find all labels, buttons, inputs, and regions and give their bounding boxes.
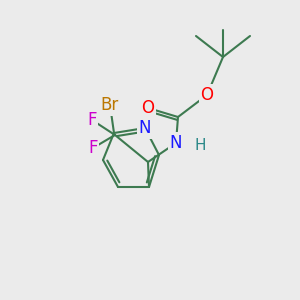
Text: Br: Br: [101, 96, 119, 114]
Text: N: N: [139, 119, 151, 137]
Text: H: H: [194, 137, 206, 152]
Text: O: O: [142, 99, 154, 117]
Text: N: N: [170, 134, 182, 152]
Text: F: F: [88, 139, 98, 157]
Text: O: O: [200, 86, 214, 104]
Text: F: F: [87, 111, 97, 129]
